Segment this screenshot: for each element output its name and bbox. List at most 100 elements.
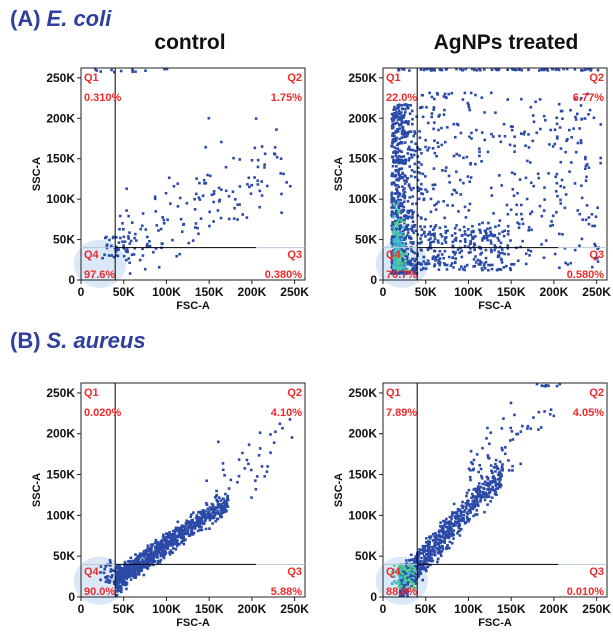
event-point <box>490 133 493 136</box>
event-point <box>397 195 400 198</box>
event-point <box>204 146 207 149</box>
event-point <box>501 447 504 450</box>
event-point <box>423 548 426 551</box>
event-point <box>434 542 437 545</box>
event-point <box>226 497 229 500</box>
event-point <box>506 98 509 101</box>
event-point <box>442 520 445 523</box>
event-point <box>401 130 404 133</box>
event-point <box>460 250 463 253</box>
event-point <box>516 221 519 224</box>
event-point <box>596 206 599 209</box>
event-point <box>475 509 478 512</box>
event-point <box>493 466 496 469</box>
event-point <box>437 542 440 545</box>
y-tick-label: 150K <box>46 152 75 166</box>
event-point <box>475 488 478 491</box>
event-point <box>398 262 401 265</box>
event-point <box>493 235 496 238</box>
event-point <box>445 232 448 235</box>
event-point <box>414 150 417 153</box>
event-point <box>424 146 427 149</box>
event-point <box>169 202 172 205</box>
event-point <box>236 481 239 484</box>
event-point <box>413 154 416 157</box>
event-point <box>478 151 481 154</box>
event-point <box>449 541 452 544</box>
plot-saureus-control: 0 50K 100K 150K 200K 250K050K100K150K200K250K… <box>33 375 318 625</box>
event-point <box>456 532 459 535</box>
event-point <box>437 550 440 553</box>
x-tick-label: 250K <box>582 602 611 616</box>
event-point <box>402 155 405 158</box>
event-point <box>419 136 422 139</box>
quadrant-percent: 5.88% <box>271 586 302 598</box>
event-point <box>539 205 542 208</box>
event-point <box>433 250 436 253</box>
event-point <box>531 140 534 143</box>
event-point <box>429 242 432 245</box>
event-point <box>497 478 500 481</box>
event-point <box>273 441 276 444</box>
event-point <box>280 193 283 196</box>
quadrant-percent: 90.0% <box>84 586 115 598</box>
event-point <box>470 137 473 140</box>
event-point <box>511 469 514 472</box>
event-point <box>425 553 428 556</box>
event-point <box>517 68 520 71</box>
event-point <box>212 504 215 507</box>
event-point <box>439 227 442 230</box>
event-point <box>561 179 564 182</box>
event-point <box>531 210 534 213</box>
event-point <box>470 450 473 453</box>
event-point <box>224 493 227 496</box>
event-point <box>225 166 228 169</box>
event-point <box>233 217 236 220</box>
event-point <box>485 437 488 440</box>
quadrant-percent: 4.10% <box>271 407 302 419</box>
event-point <box>218 187 221 190</box>
event-point <box>460 514 463 517</box>
event-point <box>441 242 444 245</box>
event-point <box>172 530 175 533</box>
event-point <box>554 143 557 146</box>
quadrant-percent: 70.7% <box>386 269 417 281</box>
event-point <box>128 261 131 264</box>
quadrant-name: Q1 <box>84 387 99 399</box>
event-point <box>458 268 461 271</box>
event-point <box>480 160 483 163</box>
event-point <box>491 486 494 489</box>
event-point <box>580 69 583 72</box>
event-point <box>426 566 429 569</box>
event-point <box>446 126 449 129</box>
event-point <box>423 226 426 229</box>
event-point <box>500 469 503 472</box>
event-point <box>481 131 484 134</box>
event-point <box>143 560 146 563</box>
event-point <box>390 201 393 204</box>
event-point <box>183 543 186 546</box>
event-point <box>492 489 495 492</box>
event-point <box>212 220 215 223</box>
event-point <box>205 502 208 505</box>
event-point <box>556 123 559 126</box>
event-point <box>205 479 208 482</box>
event-point <box>125 588 128 591</box>
event-point <box>570 161 573 164</box>
event-point <box>529 427 532 430</box>
event-point <box>554 176 557 179</box>
event-point <box>426 149 429 152</box>
event-point <box>392 197 395 200</box>
event-point <box>419 237 422 240</box>
event-point <box>266 470 269 473</box>
event-point <box>526 160 529 163</box>
event-point <box>452 537 455 540</box>
event-point <box>215 499 218 502</box>
event-point <box>423 198 426 201</box>
event-point <box>234 198 237 201</box>
event-point <box>192 239 195 242</box>
event-point <box>475 261 478 264</box>
event-point <box>469 203 472 206</box>
event-point <box>521 425 524 428</box>
event-point <box>543 410 546 413</box>
